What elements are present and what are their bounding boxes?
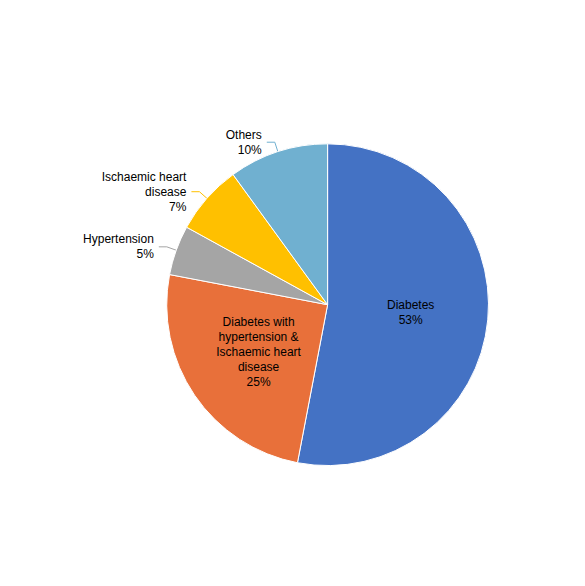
svg-text:Others: Others (226, 128, 262, 142)
svg-text:7%: 7% (169, 200, 187, 214)
svg-text:10%: 10% (238, 143, 262, 157)
svg-text:Ischaemic heart: Ischaemic heart (102, 170, 187, 184)
svg-text:Diabetes: Diabetes (387, 298, 434, 312)
svg-text:hypertension &: hypertension & (219, 330, 299, 344)
svg-text:Diabetes with: Diabetes with (223, 315, 295, 329)
svg-text:disease: disease (238, 360, 280, 374)
svg-text:Ischaemic heart: Ischaemic heart (216, 345, 301, 359)
svg-text:5%: 5% (136, 247, 154, 261)
svg-text:25%: 25% (247, 375, 271, 389)
svg-text:disease: disease (145, 185, 187, 199)
svg-text:Hypertension: Hypertension (83, 232, 154, 246)
svg-text:53%: 53% (399, 313, 423, 327)
